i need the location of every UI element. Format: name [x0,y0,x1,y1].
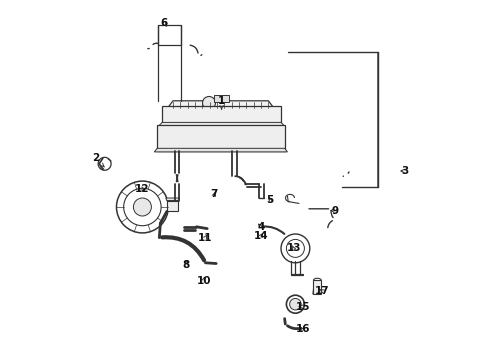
Circle shape [286,295,304,313]
Circle shape [202,96,216,109]
Bar [162,106,281,126]
Text: 9: 9 [331,206,339,216]
Text: 13: 13 [286,243,301,253]
Polygon shape [159,122,285,126]
Text: 11: 11 [198,233,213,243]
Circle shape [133,198,151,216]
Text: 7: 7 [211,189,218,199]
Polygon shape [154,148,288,152]
Polygon shape [166,198,179,201]
Bar [167,201,178,211]
Bar [314,280,321,294]
Text: 17: 17 [315,286,330,296]
Text: 3: 3 [401,166,409,176]
Bar [157,125,285,151]
Bar [158,25,181,45]
Polygon shape [168,101,274,108]
Text: 5: 5 [267,195,274,205]
Text: 14: 14 [254,231,269,241]
Bar [215,95,229,102]
Circle shape [290,298,301,310]
Text: 10: 10 [196,276,211,286]
Text: 15: 15 [295,302,310,312]
Text: 16: 16 [295,324,310,334]
Circle shape [286,239,304,257]
Circle shape [123,188,161,226]
Text: 2: 2 [92,153,104,167]
Circle shape [281,234,310,263]
Text: 6: 6 [160,18,168,28]
Circle shape [98,157,111,170]
Text: 8: 8 [182,260,189,270]
Circle shape [117,181,169,233]
Text: 4: 4 [258,222,265,232]
Text: 12: 12 [135,184,149,194]
Text: 1: 1 [218,96,225,109]
